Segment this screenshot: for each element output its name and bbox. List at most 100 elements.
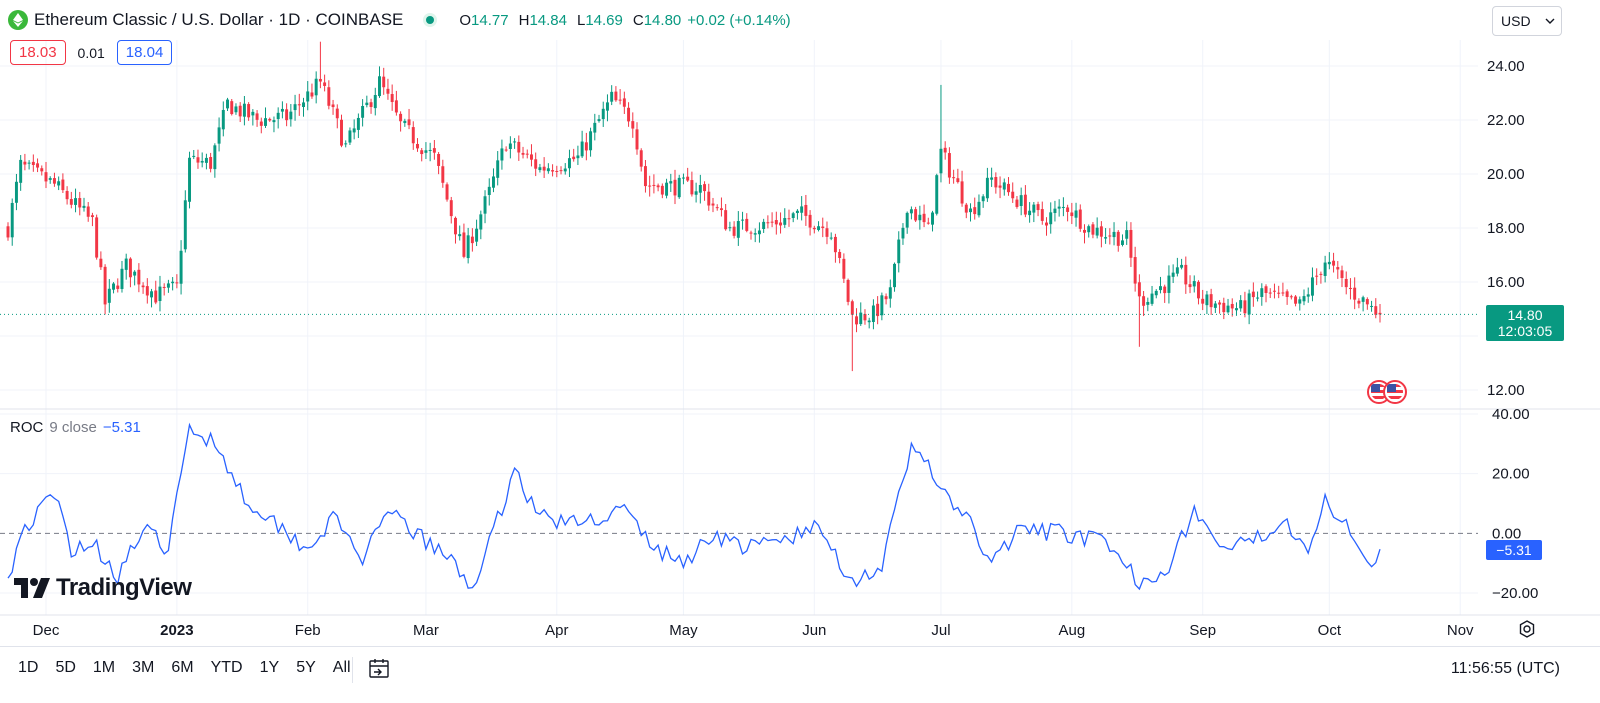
- buy-price-button[interactable]: 18.04: [116, 40, 173, 65]
- candle-body: [500, 148, 504, 161]
- roc-line: [7, 422, 1381, 591]
- market-open-status-icon[interactable]: [423, 13, 438, 27]
- candle-body: [1142, 296, 1146, 306]
- candle-body: [635, 129, 639, 150]
- candle-body: [200, 160, 204, 163]
- time-axis-label: 2023: [160, 622, 193, 639]
- candle-body: [61, 179, 65, 191]
- candle-body: [601, 108, 605, 120]
- candle-body: [1370, 305, 1374, 307]
- candle-body: [14, 181, 18, 203]
- range-button-1d[interactable]: 1D: [18, 659, 39, 676]
- candle-body: [1078, 209, 1082, 229]
- candle-body: [504, 149, 508, 151]
- candle-body: [116, 285, 120, 289]
- candle-body: [770, 221, 774, 223]
- go-to-date-button[interactable]: [367, 657, 391, 681]
- candle-body: [994, 177, 998, 188]
- candle-body: [306, 91, 310, 102]
- range-button-3m[interactable]: 3M: [132, 659, 155, 676]
- candle-body: [656, 185, 660, 188]
- candle-body: [905, 212, 909, 228]
- range-button-1m[interactable]: 1M: [92, 659, 116, 676]
- candle-body: [1196, 281, 1200, 299]
- chart-settings-button[interactable]: [1517, 619, 1537, 639]
- candle-body: [871, 305, 875, 322]
- chart-canvas[interactable]: 24.00 22.00 20.00 18.00 16.00 12.00 40.00 20.00…: [0, 0, 1600, 646]
- low-label: L: [576, 11, 586, 29]
- range-button-ytd[interactable]: YTD: [210, 659, 243, 676]
- candle-body: [31, 161, 35, 165]
- candle-body: [614, 91, 618, 101]
- ethereum-classic-logo-icon: [8, 10, 28, 30]
- candle-body: [931, 212, 934, 225]
- candle-body: [242, 103, 246, 117]
- candle-body: [175, 282, 179, 284]
- candle-body: [1272, 290, 1276, 292]
- candle-body: [1019, 195, 1023, 207]
- candle-body: [74, 198, 78, 205]
- currency-dropdown[interactable]: USD: [1492, 6, 1562, 36]
- candle-body: [40, 168, 44, 172]
- candle-body: [1336, 267, 1340, 270]
- candle-body: [922, 213, 926, 223]
- sell-price-button[interactable]: 18.03: [10, 40, 66, 65]
- candle-body: [390, 94, 394, 103]
- symbol-title[interactable]: Ethereum Classic / U.S. Dollar · 1D · CO…: [34, 10, 404, 29]
- candle-body: [576, 155, 580, 159]
- candle-body: [745, 218, 749, 231]
- candle-body: [462, 232, 466, 257]
- range-button-5d[interactable]: 5D: [55, 659, 76, 676]
- utc-clock[interactable]: 11:56:55 (UTC): [1450, 660, 1560, 677]
- candle-body: [369, 102, 373, 107]
- candle-body: [1268, 292, 1272, 294]
- economic-events-icons[interactable]: [1367, 380, 1417, 404]
- candle-body: [1357, 300, 1361, 304]
- candle-body: [774, 220, 778, 225]
- candle-body: [677, 177, 681, 198]
- candle-body: [314, 78, 318, 96]
- candle-body: [204, 157, 208, 163]
- candle-body: [521, 152, 525, 155]
- candle-body: [690, 180, 694, 195]
- candle-body: [394, 100, 398, 113]
- candle-body: [1247, 293, 1251, 315]
- candle-body: [736, 221, 740, 238]
- time-axis-label: Jun: [802, 622, 826, 639]
- roc-legend[interactable]: ROC 9 close −5.31: [10, 419, 141, 436]
- us-flag-icon[interactable]: [1383, 380, 1407, 404]
- high-value: 14.84: [529, 11, 567, 29]
- range-button-1y[interactable]: 1Y: [259, 659, 280, 676]
- candle-body: [491, 176, 495, 188]
- candle-body: [1365, 299, 1369, 305]
- time-axis-label: Apr: [545, 622, 568, 639]
- candle-body: [686, 176, 690, 181]
- tradingview-wordmark: TradingView: [56, 574, 192, 601]
- candle-body: [302, 102, 305, 108]
- symbol-header: Ethereum Classic / U.S. Dollar · 1D · CO…: [8, 8, 791, 32]
- candle-body: [1256, 297, 1260, 299]
- candle-body: [1340, 270, 1344, 279]
- range-button-6m[interactable]: 6M: [171, 659, 194, 676]
- candle-body: [529, 154, 533, 160]
- candle-body: [1234, 308, 1238, 311]
- time-axis-label: May: [669, 622, 698, 639]
- candle-body: [411, 127, 415, 144]
- candle-body: [926, 222, 930, 224]
- candle-body: [935, 175, 939, 214]
- candle-body: [800, 206, 804, 213]
- candle-body: [766, 222, 770, 224]
- candle-body: [817, 226, 821, 230]
- candle-body: [783, 218, 787, 225]
- candle-body: [310, 92, 314, 97]
- candle-body: [673, 179, 677, 196]
- candle-body: [171, 281, 175, 284]
- range-button-5y[interactable]: 5Y: [296, 659, 316, 676]
- candle-body: [517, 141, 521, 153]
- candle-body: [95, 217, 99, 258]
- close-value: 14.80: [643, 11, 682, 29]
- tradingview-logo[interactable]: TradingView: [14, 574, 192, 602]
- range-button-all[interactable]: All: [332, 659, 351, 676]
- candle-body: [846, 279, 850, 302]
- grid-lines: [0, 40, 1478, 615]
